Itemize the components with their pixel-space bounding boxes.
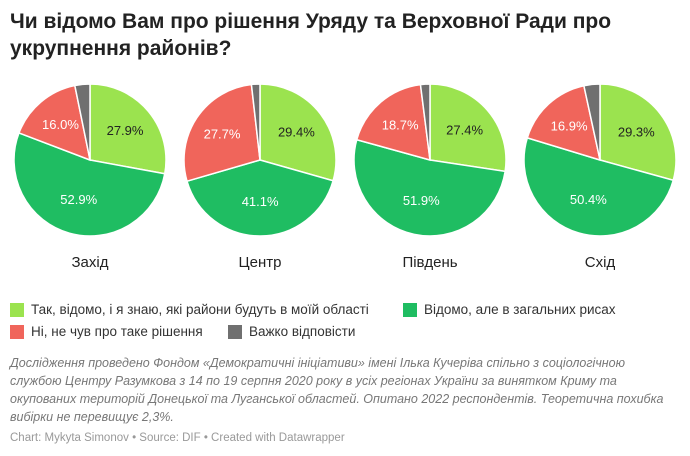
pie-label-1-no: 27.7% (204, 127, 241, 142)
pie-slice-3-no (526, 84, 602, 162)
pie-label-3-yes_know: 29.3% (618, 124, 655, 139)
pie-label-3-no: 16.9% (551, 118, 588, 133)
chart-title: Чи відомо Вам про рішення Уряду та Верхо… (10, 10, 612, 60)
pie-category-label-1: Центр (238, 254, 282, 271)
chart-credit: Chart: Mykyta Simonov • Source: DIF • Cr… (10, 432, 345, 444)
pie-slice-1-yes_know (259, 83, 337, 182)
legend-label-general: Відомо, але в загальних рисах (424, 302, 616, 317)
legend-swatch-yes-know (10, 302, 24, 317)
pie-slice-0-hard (73, 83, 91, 161)
pie-charts-svg: 27.9% 52.9% 16.0% 29.4% 41.1% 27.7% 27.4% 51.9%… (13, 83, 677, 237)
pie-slice-2-no (355, 83, 431, 162)
pie-slice-2-hard (419, 83, 431, 161)
legend-item-general: Відомо, але в загальних рисах (403, 302, 616, 317)
pie-category-label-2: Південь (402, 254, 458, 271)
legend-swatch-general (403, 302, 417, 317)
pie-label-0-general: 52.9% (60, 192, 97, 207)
legend-label-yes-know: Так, відомо, і я знаю, які райони будуть… (31, 302, 369, 317)
pie-category-label-0: Захід (71, 254, 109, 271)
methodology-note: Дослідження проведено Фондом «Демократич… (10, 356, 664, 424)
pie-slice-2-yes_know (429, 83, 507, 173)
pie-label-1-yes_know: 29.4% (278, 125, 315, 140)
legend-item-no: Ні, не чув про таке рішення (10, 324, 203, 339)
pie-label-0-no: 16.0% (42, 117, 79, 132)
pie-slice-3-general (523, 136, 675, 237)
pie-category-label-3: Схід (584, 254, 616, 271)
pie-label-2-yes_know: 27.4% (446, 122, 483, 137)
pie-slice-1-general (186, 159, 335, 237)
pie-label-1-general: 41.1% (242, 194, 279, 209)
pie-label-2-no: 18.7% (382, 118, 419, 133)
pie-slice-2-general (353, 138, 506, 237)
pie-slice-0-yes_know (89, 83, 167, 175)
pie-slice-3-yes_know (599, 83, 677, 182)
legend-item-hard: Важко відповісти (228, 324, 355, 339)
pie-slice-3-hard (582, 83, 601, 161)
pie-slice-0-general (13, 131, 166, 237)
legend-item-yes-know: Так, відомо, і я знаю, які райони будуть… (10, 302, 369, 317)
legend-swatch-hard (228, 324, 242, 339)
pie-charts: 27.9% 52.9% 16.0% 29.4% 41.1% 27.7% 27.4% 51.9%… (0, 82, 690, 282)
pie-slice-1-no (183, 83, 261, 183)
pie-label-3-general: 50.4% (570, 192, 607, 207)
pie-label-0-yes_know: 27.9% (107, 123, 144, 138)
pie-slice-1-hard (250, 83, 261, 161)
legend-label-no: Ні, не чув про таке рішення (31, 324, 203, 339)
pie-slice-0-no (18, 84, 92, 162)
pie-label-2-general: 51.9% (403, 193, 440, 208)
legend-label-hard: Важко відповісти (249, 324, 356, 339)
legend-swatch-no (10, 324, 24, 339)
